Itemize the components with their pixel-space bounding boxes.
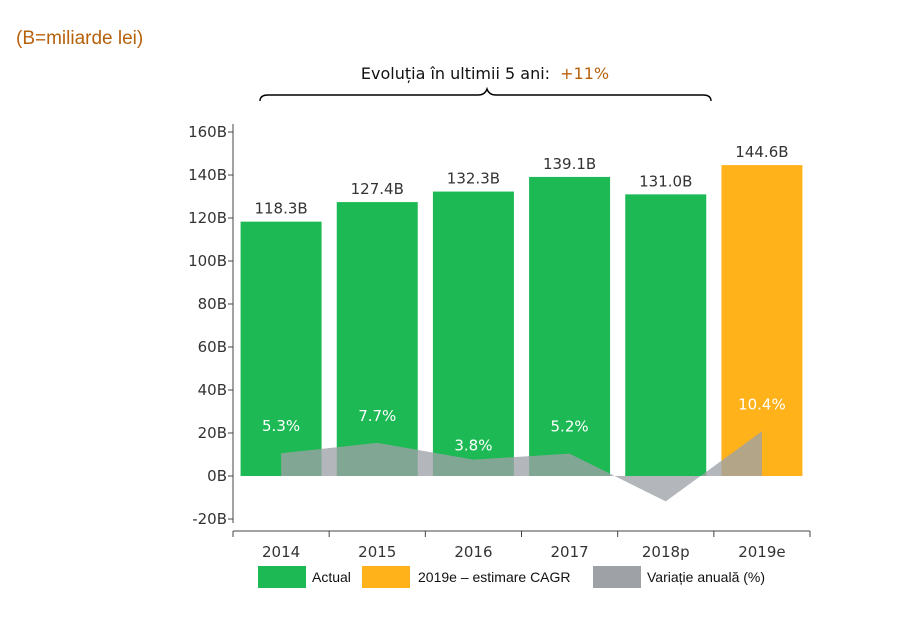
y-tick-label: 100B xyxy=(188,252,227,270)
bar-value-label: 127.4B xyxy=(351,180,404,198)
variation-label: 10.4% xyxy=(738,395,786,413)
legend: Actual 2019e – estimare CAGR Variație anua… xyxy=(258,566,765,588)
legend-label: Variație anuală (%) xyxy=(647,569,765,585)
bar-2019e xyxy=(721,165,803,477)
header-brace xyxy=(259,86,712,102)
y-tick-label: 120B xyxy=(188,209,227,227)
y-tick-label: 160B xyxy=(188,123,227,141)
legend-label: 2019e – estimare CAGR xyxy=(418,569,571,585)
variation-label: -5.9% xyxy=(644,499,688,517)
variation-label: 7.7% xyxy=(358,407,396,425)
x-tick-label: 2014 xyxy=(262,543,300,561)
axes: 160B 140B 120B 100B 80B 60B 40B 20B 0B -20B 2014 20… xyxy=(188,123,811,561)
x-tick-label: 2015 xyxy=(358,543,396,561)
bar-2017 xyxy=(529,176,611,476)
bar-value-label: 118.3B xyxy=(254,200,307,218)
data-labels: 118.3B 127.4B 132.3B 139.1B 131.0B 144.6B 5.3%… xyxy=(254,143,788,517)
bar-2016 xyxy=(432,191,514,476)
y-tick-label: 20B xyxy=(198,424,227,442)
y-tick-label: 140B xyxy=(188,166,227,184)
legend-swatch xyxy=(258,566,306,588)
y-tick-label: -20B xyxy=(192,510,227,528)
unit-note: (B=miliarde lei) xyxy=(16,28,144,49)
y-tick-label: 0B xyxy=(207,467,227,485)
variation-label: 3.8% xyxy=(454,437,492,455)
y-tick-label: 40B xyxy=(198,381,227,399)
bar-value-label: 139.1B xyxy=(543,155,596,173)
bars xyxy=(240,165,803,477)
variation-area xyxy=(281,431,762,502)
legend-swatch xyxy=(593,566,641,588)
bar-2015 xyxy=(336,202,418,476)
legend-label: Actual xyxy=(312,569,351,585)
y-tick-label: 60B xyxy=(198,338,227,356)
x-tick-label: 2019e xyxy=(738,543,785,561)
header-label: Evoluția în ultimii 5 ani: xyxy=(361,64,550,83)
variation-label: 5.2% xyxy=(551,418,589,436)
header-accent: +11% xyxy=(560,64,609,83)
bar-value-label: 144.6B xyxy=(735,143,788,161)
x-tick-label: 2018p xyxy=(642,543,690,561)
bar-2018p xyxy=(625,194,707,476)
chart-header: Evoluția în ultimii 5 ani: +11% xyxy=(259,64,712,102)
variation-area-shape xyxy=(281,431,762,502)
legend-swatch xyxy=(362,566,410,588)
y-tick-label: 80B xyxy=(198,295,227,313)
header-text: Evoluția în ultimii 5 ani: +11% xyxy=(361,64,609,83)
bar-value-label: 132.3B xyxy=(447,170,500,188)
variation-label: 5.3% xyxy=(262,417,300,435)
x-tick-label: 2017 xyxy=(550,543,588,561)
x-tick-label: 2016 xyxy=(454,543,492,561)
bar-2014 xyxy=(240,221,322,476)
bar-value-label: 131.0B xyxy=(639,172,692,190)
